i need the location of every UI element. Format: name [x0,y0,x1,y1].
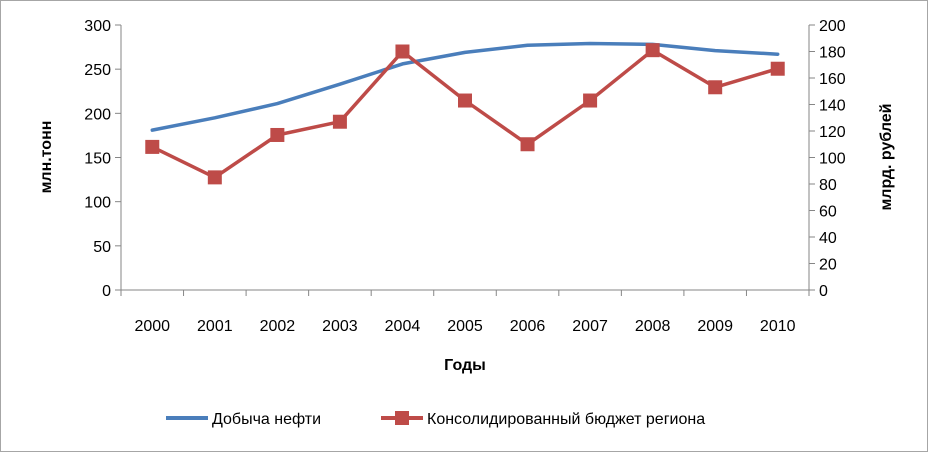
x-tick-label: 2001 [197,318,233,335]
x-tick-label: 2004 [385,318,421,335]
y2-tick-label: 100 [819,151,846,168]
y-tick-label: 50 [93,239,111,256]
legend: Добыча нефти Консолидированный бюджет ре… [166,411,705,428]
series-line-budget [150,48,780,180]
y2-tick-label: 20 [819,257,837,274]
x-tick-label: 2005 [447,318,483,335]
data-point-budget [520,137,535,152]
y-tick-label: 300 [84,18,111,35]
data-point-budget [270,127,285,142]
series-line-oil-production [150,41,780,132]
y2-tick-label: 80 [819,177,837,194]
y-tick-label: 250 [84,62,111,79]
data-point-budget [145,139,160,154]
data-point-budget [708,80,723,95]
y-tick-label: 200 [84,106,111,123]
y-axis-ticks: 0 50 100 150 200 250 300 [84,18,121,300]
data-point-budget [207,170,222,185]
y2-tick-label: 120 [819,124,846,141]
data-point-budget [458,93,472,108]
legend-label-budget: Консолидированный бюджет региона [427,411,705,428]
data-point-budget [770,61,785,76]
y2-tick-label: 60 [819,204,837,221]
y-tick-label: 150 [84,151,111,168]
y-tick-label: 0 [102,283,111,300]
y2-tick-label: 180 [819,45,846,62]
x-tick-label: 2008 [635,318,671,335]
legend-marker-budget [395,411,409,425]
y-tick-label: 100 [84,195,111,212]
y-axis-title: млн.тонн [38,121,55,194]
data-point-budget [583,93,598,108]
y2-tick-label: 0 [819,283,828,300]
x-tick-label: 2003 [322,318,358,335]
data-point-budget [395,44,410,59]
series-layer [145,41,785,185]
y2-tick-label: 40 [819,230,837,247]
x-tick-label: 2007 [572,318,608,335]
x-tick-label: 2000 [134,318,170,335]
y2-tick-label: 200 [819,18,846,35]
y2-tick-label: 160 [819,71,846,88]
y2-axis-ticks: 0 20 40 60 80 100 120 140 160 180 200 [809,18,846,300]
x-tick-label: 2006 [510,318,546,335]
y2-tick-label: 140 [819,98,846,115]
x-tick-label: 2002 [260,318,296,335]
x-axis-ticks: 2000 2001 2002 2003 2004 2005 2006 2007 2008 2009… [120,290,810,335]
x-tick-label: 2010 [760,318,796,335]
data-point-budget [645,43,660,58]
x-tick-label: 2009 [697,318,733,335]
x-axis-title: Годы [444,357,486,374]
y2-axis-title: млрд. рублей [878,103,895,210]
axes [120,25,810,291]
data-point-budget [332,114,347,129]
legend-label-oil-production: Добыча нефти [212,411,321,428]
